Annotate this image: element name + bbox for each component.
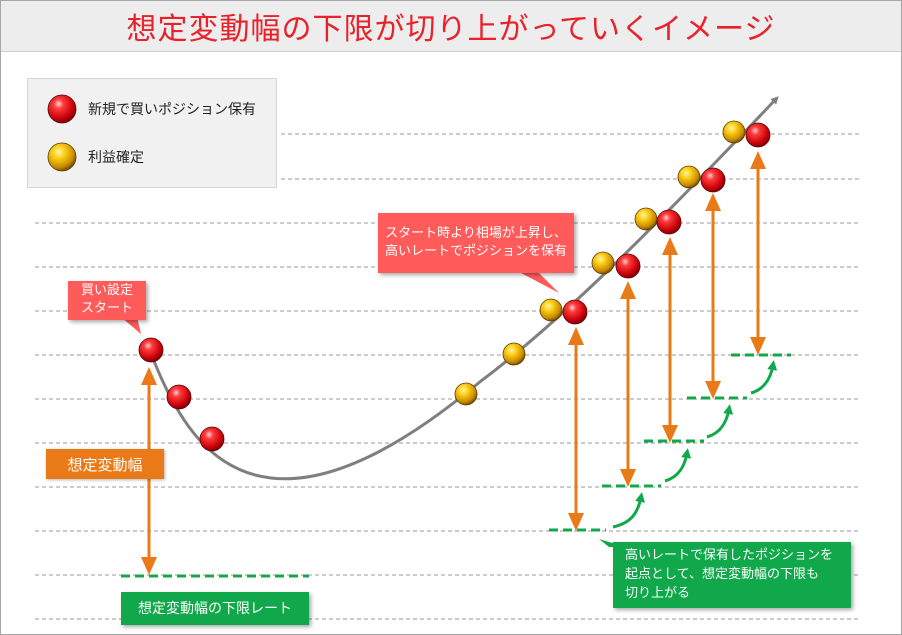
new-position-marker (656, 209, 682, 235)
new-position-marker (700, 167, 726, 193)
legend-label-take-profit: 利益確定 (88, 150, 144, 166)
take-profit-marker (591, 251, 615, 275)
range-arrows (141, 151, 766, 575)
new-position-marker (562, 299, 588, 325)
legend-item-take-profit: 利益確定 (46, 141, 144, 173)
title-bar: 想定変動幅の下限が切り上がっていくイメージ (1, 1, 901, 52)
range-arrow (662, 237, 678, 443)
legend-item-new-position: 新規で買いポジション保有 (46, 93, 256, 125)
take-profit-marker (634, 207, 658, 231)
new-position-marker (138, 337, 164, 363)
new-position-marker (745, 122, 771, 148)
range-arrow (568, 327, 584, 531)
callout-raise: 高いレートで保有したポジションを 起点として、想定変動幅の下限も 切り上がる (613, 542, 851, 608)
page-title: 想定変動幅の下限が切り上がっていくイメージ (126, 12, 776, 47)
take-profit-marker (677, 165, 701, 189)
range-label: 想定変動幅 (46, 449, 164, 479)
range-arrow (705, 193, 721, 399)
step-arrows (612, 360, 778, 529)
callout-start-line2: スタート (80, 301, 133, 316)
callout-raise-line2: 起点として、想定変動幅の下限も (625, 567, 819, 582)
callout-start-pointer (121, 317, 141, 334)
step-arrow (664, 448, 692, 483)
step-arrow (612, 492, 645, 529)
take-profit-markers (454, 120, 746, 406)
callout-raise-line3: 切り上がる (625, 586, 691, 601)
lower-limit-label-text: 想定変動幅の下限レート (138, 600, 292, 617)
callout-start: 買い設定 スタート (68, 281, 146, 320)
callout-rise-pointer (521, 273, 559, 293)
legend: 新規で買いポジション保有 利益確定 (27, 78, 277, 188)
range-label-text: 想定変動幅 (67, 455, 143, 474)
callout-rise: スタート時より相場が上昇し、 高いレートでポジションを保有 (378, 213, 574, 273)
step-arrow (706, 404, 734, 439)
new-position-marker (166, 384, 192, 410)
legend-label-new-position: 新規で買いポジション保有 (88, 102, 256, 118)
lower-limit-lines (121, 353, 791, 578)
step-arrow (750, 360, 778, 395)
take-profit-marker (454, 382, 478, 406)
callout-raise-line1: 高いレートで保有したポジションを (625, 548, 834, 563)
take-profit-marker (539, 298, 563, 322)
range-arrow (750, 151, 766, 355)
red-ball-icon (47, 94, 77, 124)
new-position-marker (615, 253, 641, 279)
range-arrow (620, 281, 636, 487)
lower-limit-label: 想定変動幅の下限レート (121, 592, 309, 625)
callout-start-line1: 買い設定 (80, 283, 133, 298)
new-position-marker (199, 426, 225, 452)
gold-ball-icon (47, 142, 77, 172)
take-profit-marker (722, 120, 746, 144)
new-position-markers (138, 122, 771, 452)
take-profit-marker (502, 342, 526, 366)
callout-rise-line1: スタート時より相場が上昇し、 (385, 226, 567, 241)
callout-rise-line2: 高いレートでポジションを保有 (384, 244, 567, 259)
